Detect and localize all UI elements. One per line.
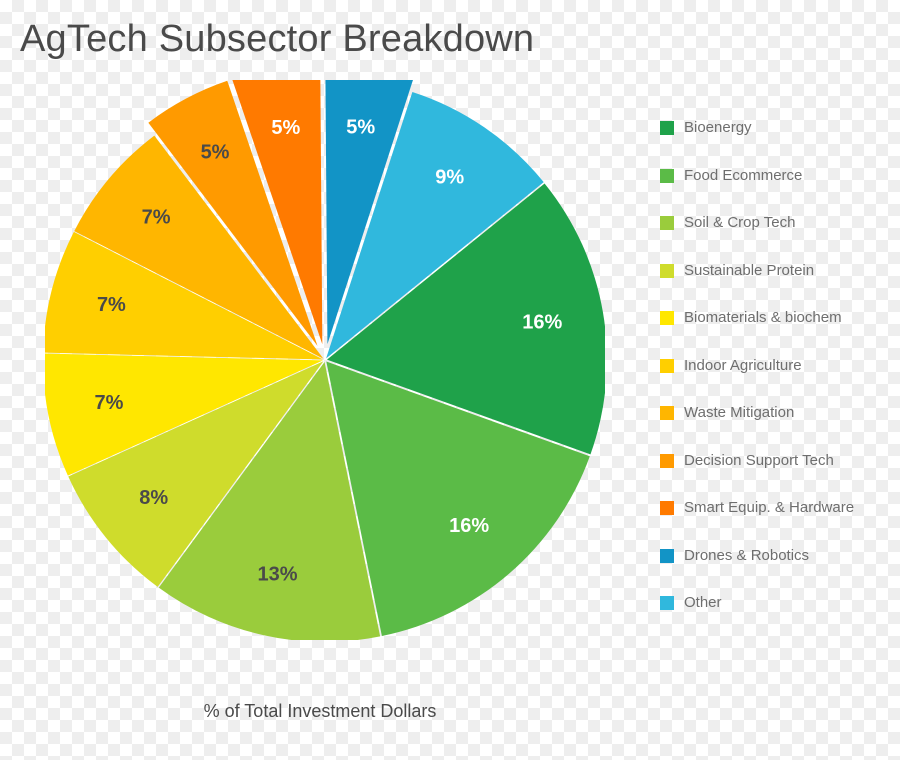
legend-label: Food Ecommerce — [684, 168, 802, 185]
legend-swatch — [660, 359, 674, 373]
legend-swatch — [660, 454, 674, 468]
slice-label: 8% — [139, 487, 168, 509]
slice-label: 5% — [346, 117, 375, 139]
legend-swatch — [660, 406, 674, 420]
legend-item: Indoor Agriculture — [660, 358, 865, 375]
slice-label: 16% — [522, 311, 562, 333]
legend-label: Sustainable Protein — [684, 263, 814, 280]
legend-label: Indoor Agriculture — [684, 358, 802, 375]
legend-item: Biomaterials & biochem — [660, 310, 865, 327]
slice-label: 7% — [97, 294, 126, 316]
legend-label: Biomaterials & biochem — [684, 310, 842, 327]
legend-swatch — [660, 549, 674, 563]
legend-item: Drones & Robotics — [660, 548, 865, 565]
legend-label: Soil & Crop Tech — [684, 215, 795, 232]
pie-chart: 16% 16% 13% 8% 7% 7% 7% 5% 5% 5% 9% — [45, 80, 605, 640]
legend-swatch — [660, 121, 674, 135]
legend-label: Decision Support Tech — [684, 453, 834, 470]
slice-label: 9% — [435, 167, 464, 189]
legend-label: Other — [684, 595, 722, 612]
legend-item: Smart Equip. & Hardware — [660, 500, 865, 517]
chart-subtitle: % of Total Investment Dollars — [0, 701, 640, 722]
legend-swatch — [660, 596, 674, 610]
legend: Bioenergy Food Ecommerce Soil & Crop Tech S… — [660, 120, 865, 643]
legend-item: Decision Support Tech — [660, 453, 865, 470]
legend-item: Other — [660, 595, 865, 612]
slice-label: 7% — [95, 392, 124, 414]
legend-label: Drones & Robotics — [684, 548, 809, 565]
legend-label: Bioenergy — [684, 120, 752, 137]
slice-label: 13% — [258, 564, 298, 586]
legend-label: Smart Equip. & Hardware — [684, 500, 854, 517]
legend-label: Waste Mitigation — [684, 405, 794, 422]
legend-swatch — [660, 311, 674, 325]
slice-label: 16% — [449, 515, 489, 537]
legend-item: Waste Mitigation — [660, 405, 865, 422]
legend-item: Soil & Crop Tech — [660, 215, 865, 232]
legend-swatch — [660, 216, 674, 230]
slice-label: 5% — [201, 141, 230, 163]
legend-swatch — [660, 264, 674, 278]
legend-swatch — [660, 169, 674, 183]
legend-item: Bioenergy — [660, 120, 865, 137]
slice-label: 5% — [271, 117, 300, 139]
chart-title: AgTech Subsector Breakdown — [20, 18, 534, 61]
legend-swatch — [660, 501, 674, 515]
legend-item: Sustainable Protein — [660, 263, 865, 280]
slice-label: 7% — [142, 207, 171, 229]
legend-item: Food Ecommerce — [660, 168, 865, 185]
